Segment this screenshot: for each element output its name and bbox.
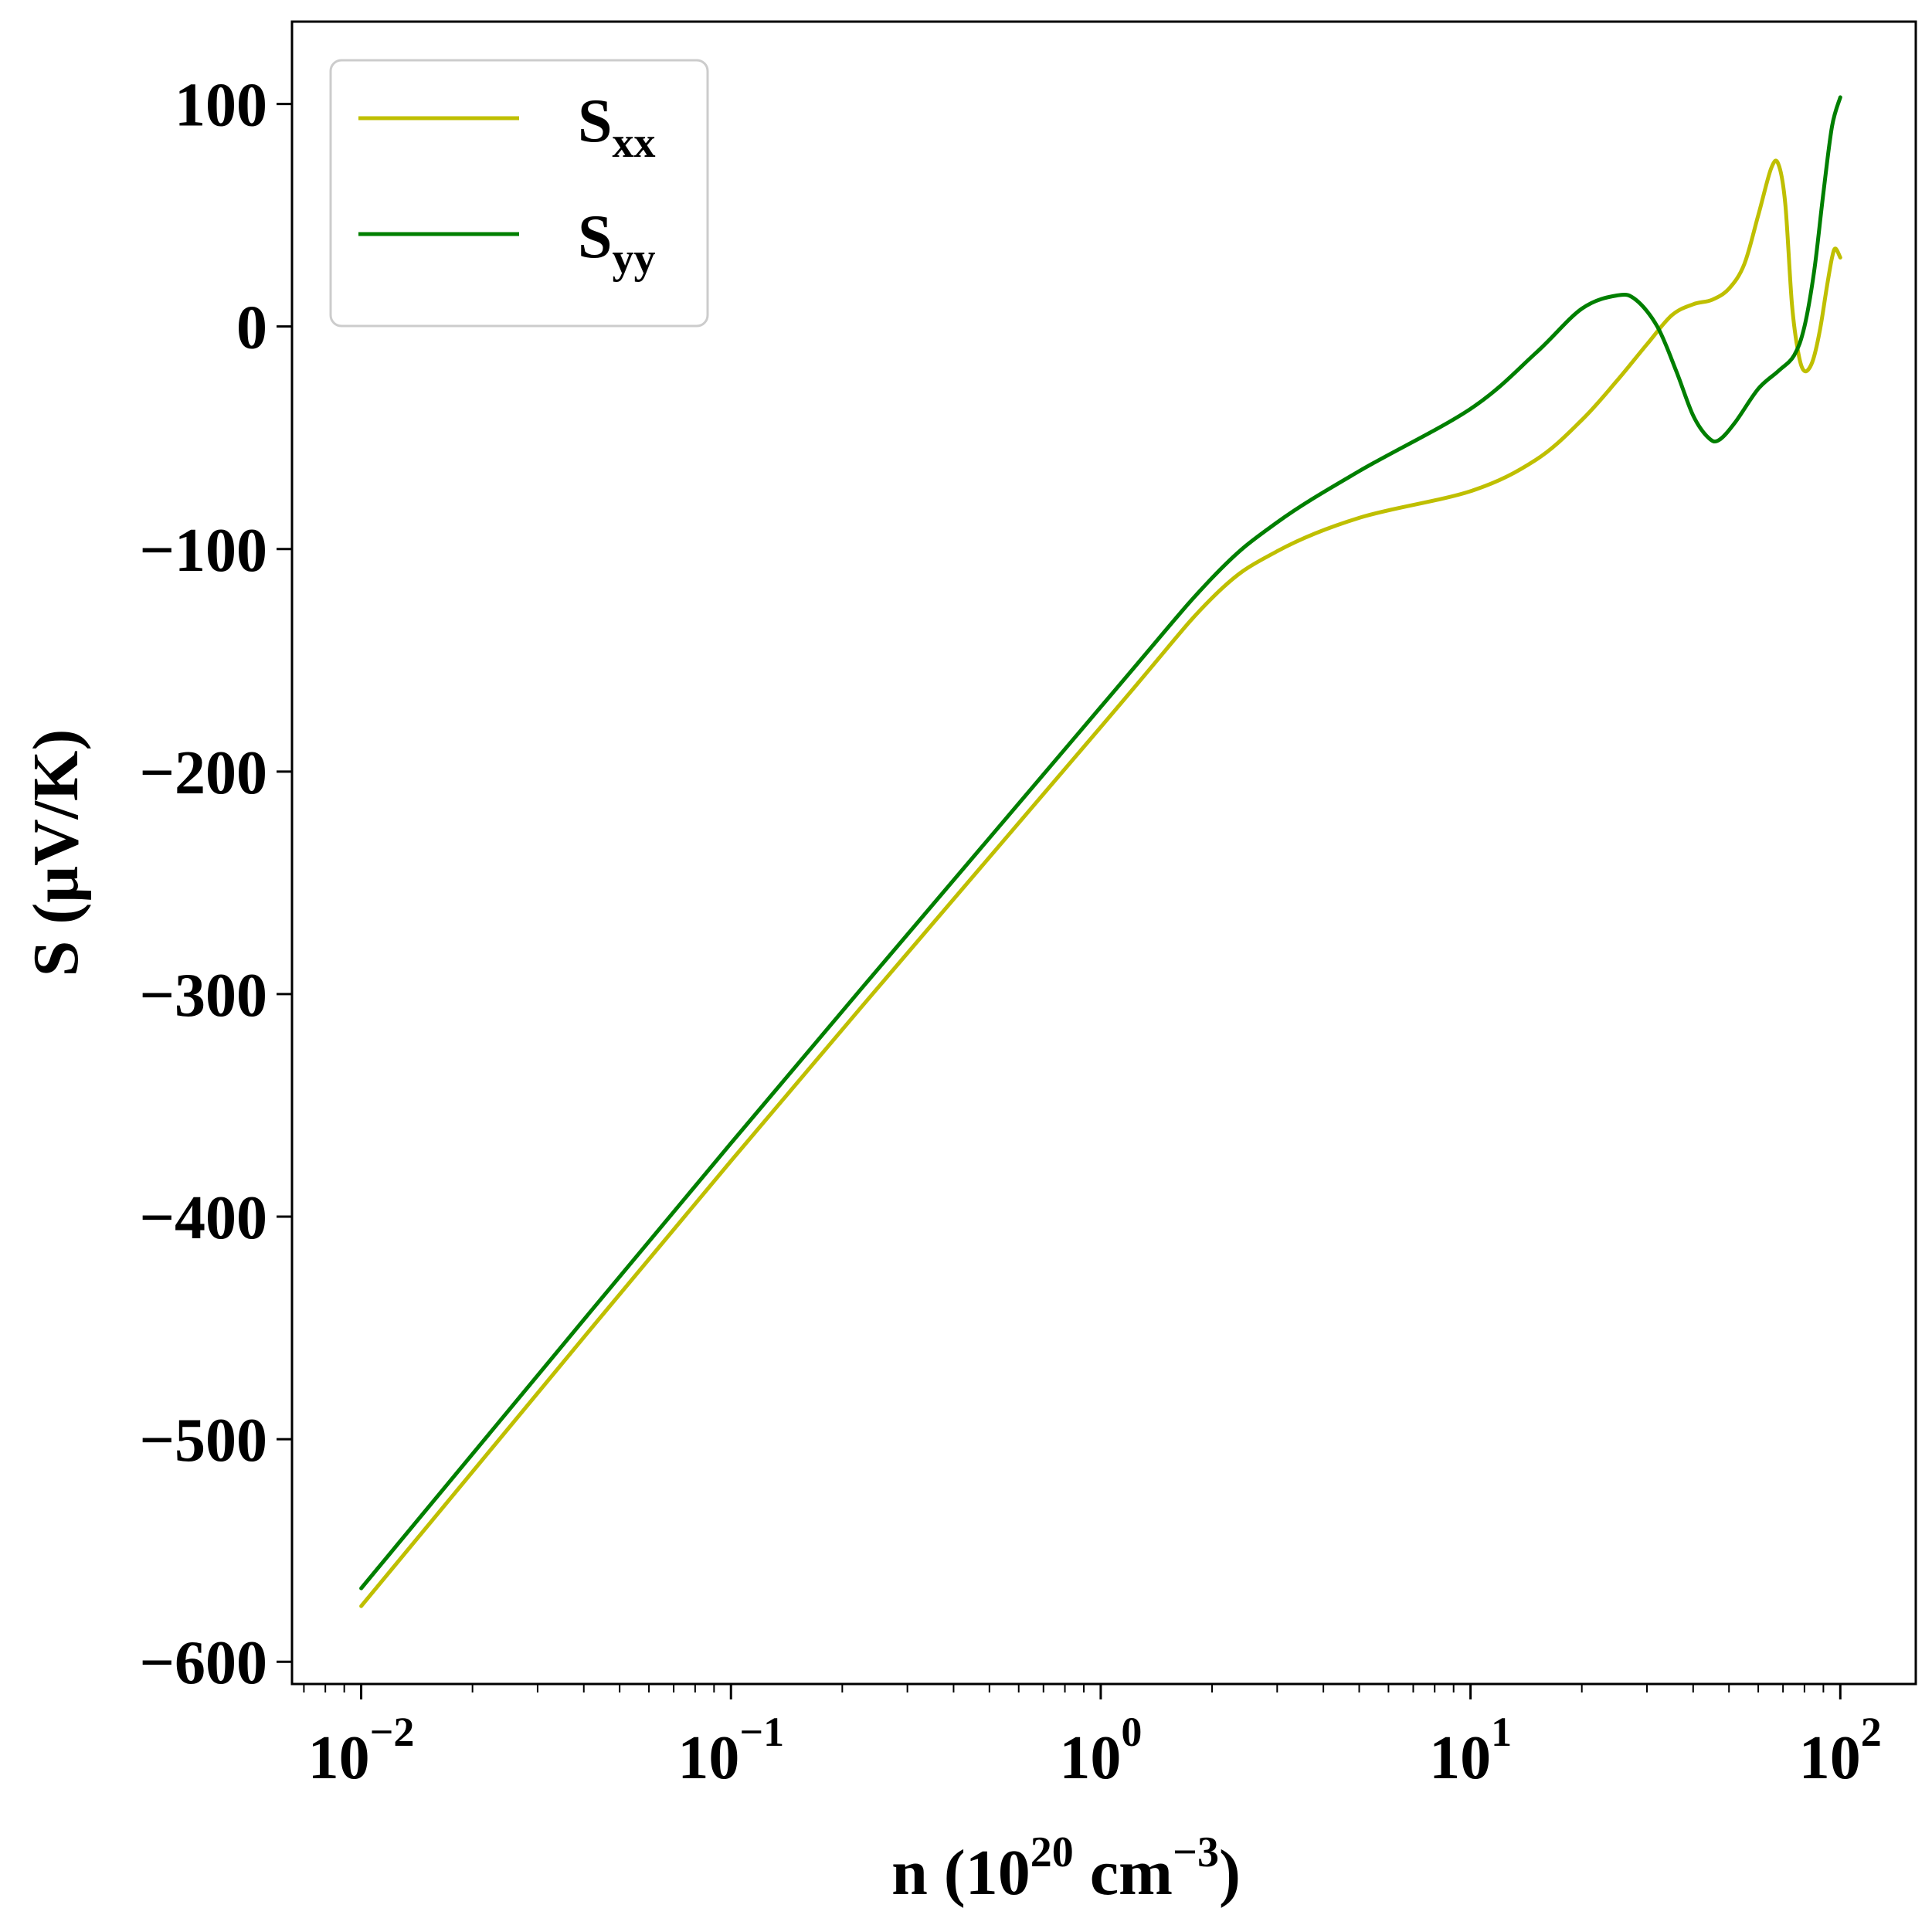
y-tick-label: −600 [139,1629,267,1697]
y-tick-label: 100 [175,72,267,140]
legend-label-syy: Syy [578,203,656,283]
series-layer [359,95,1842,1608]
x-tick-label: 101 [1429,1709,1512,1792]
x-tick-label: 100 [1059,1709,1142,1792]
y-tick-label: −100 [139,517,267,585]
x-tick-label: 102 [1799,1709,1882,1792]
legend-box [329,59,709,328]
x-axis-label: n (1020 cm−3) [891,1828,1241,1909]
y-axis-label: S (μV/K) [20,729,92,977]
x-tick-label: 10−1 [677,1709,784,1792]
series-line-sxx [359,158,1842,1608]
y-tick-label: −300 [139,962,267,1030]
legend-label-sxx: Sxx [578,87,656,167]
x-tick-label: 10−2 [308,1709,415,1792]
y-axis: 100 0 −100 −200 −300 −400 −500 −600 [139,72,292,1697]
y-tick-label: −400 [139,1184,267,1252]
plot-frame [290,20,1917,1686]
series-line-syy [359,95,1842,1591]
legend: Sxx Syy [329,59,709,328]
y-tick-label: 0 [236,294,267,362]
x-axis: 10−2 10−1 100 101 102 [303,1684,1882,1792]
y-tick-label: −500 [139,1407,267,1475]
y-tick-label: −200 [139,739,267,807]
